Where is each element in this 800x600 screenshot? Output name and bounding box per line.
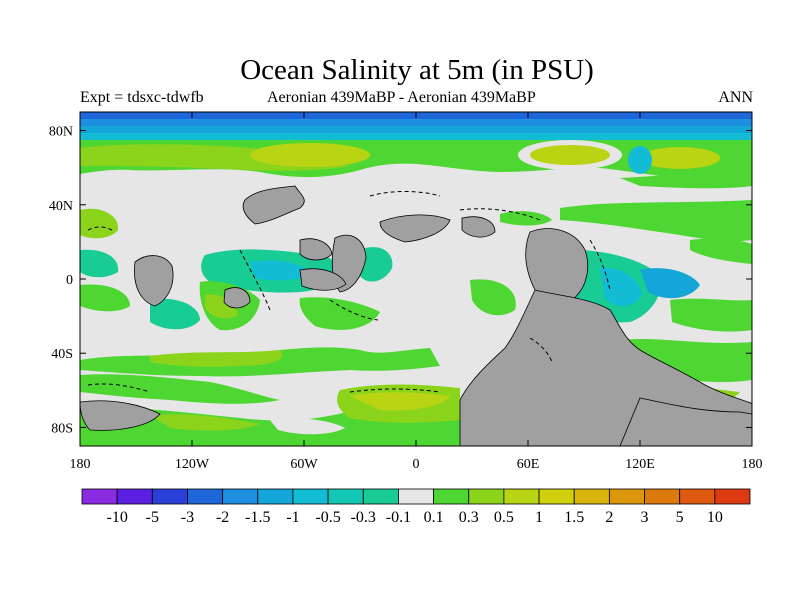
north-saltiest-patch — [250, 143, 370, 167]
colorbar-swatch — [679, 488, 716, 505]
colorbar-swatch — [644, 488, 681, 505]
ne-salty-band — [560, 200, 752, 242]
south-polar-saltiest — [350, 392, 450, 411]
colorbar-label: -10 — [106, 509, 127, 526]
y-tick-label: 80N — [49, 125, 73, 140]
landmass-north-2 — [379, 214, 451, 243]
south-polar-saltier — [150, 414, 260, 431]
colorbar-label: 5 — [676, 509, 684, 526]
landmass-south-east — [619, 397, 752, 446]
colorbar-label: -1.5 — [245, 509, 270, 526]
colorbar-swatch — [433, 488, 470, 505]
landmass-north-1 — [242, 185, 305, 225]
shelf-outlines — [87, 191, 611, 393]
colorbar — [81, 488, 751, 505]
plot-title: Ocean Salinity at 5m (in PSU) — [240, 54, 594, 86]
tropical-salty-center — [299, 297, 380, 330]
landmass-north-3 — [461, 216, 496, 238]
x-tick-label: 60E — [517, 457, 540, 472]
mid-north-salty-blob — [500, 211, 552, 226]
landmass-west-1 — [134, 255, 174, 307]
colorbar-swatch — [362, 488, 399, 505]
south-saltier-band — [150, 350, 283, 367]
colorbar-swatch — [327, 488, 364, 505]
landmass-tropic-3 — [299, 268, 347, 291]
x-tick-label: 180 — [70, 457, 91, 472]
colorbar-label: 0.3 — [459, 509, 479, 526]
x-axis: 180 120W 60W 0 60E 120E 180 — [70, 112, 763, 472]
colorbar-swatch — [608, 488, 645, 505]
x-tick-label: 180 — [742, 457, 763, 472]
tropical-fresh-sw — [150, 298, 200, 330]
colorbar-label: 3 — [641, 509, 649, 526]
landmass-tropic-1 — [299, 238, 333, 261]
landmass-west-2 — [223, 287, 251, 309]
x-tick-label: 0 — [413, 457, 420, 472]
colorbar-swatch — [468, 488, 505, 505]
colorbar-label: -5 — [146, 509, 159, 526]
salinity-field — [80, 112, 752, 446]
colorbar-label: -1 — [286, 509, 299, 526]
colorbar-swatch — [222, 488, 259, 505]
colorbar-swatch — [187, 488, 224, 505]
tropical-saltier-sw — [205, 294, 238, 319]
tropical-salty-west — [80, 284, 130, 312]
colorbar-swatch — [151, 488, 188, 505]
north-east-saltier-patch — [640, 147, 720, 169]
colorbar-label: -0.3 — [351, 509, 376, 526]
experiment-label: Expt = tdsxc-tdwfb — [80, 89, 204, 106]
tropical-fresh-east-deep — [640, 268, 700, 299]
nw-salty-patch — [80, 208, 119, 239]
tropical-fresh-far-west — [80, 249, 119, 278]
colorbar-swatch — [573, 488, 610, 505]
y-tick-label: 80S — [51, 421, 73, 436]
tropical-salty-far-east — [670, 298, 752, 332]
south-salty-band-2 — [80, 374, 280, 404]
colorbar-label: -2 — [216, 509, 229, 526]
colorbar-swatch — [503, 488, 540, 505]
colorbar-label: 0.5 — [494, 509, 514, 526]
tropical-fresh-core — [250, 260, 310, 281]
colorbar-label: 1 — [535, 509, 543, 526]
x-tick-label: 120W — [175, 457, 210, 472]
north-east-salty-tail — [620, 170, 752, 189]
season-label: ANN — [718, 89, 753, 106]
ne-salty-tongue — [690, 238, 752, 264]
south-polar-neutral-patch — [270, 418, 345, 435]
arctic-fresh-band-3 — [80, 126, 752, 134]
arctic-fresh-band-2 — [80, 119, 752, 127]
north-east-fresh-pocket — [628, 146, 652, 174]
y-tick-label: 40N — [49, 199, 73, 214]
colorbar-swatch — [292, 488, 329, 505]
arctic-fresh-band-4 — [80, 133, 752, 142]
y-tick-label: 0 — [66, 273, 73, 288]
colorbar-swatch — [538, 488, 575, 505]
y-axis: 80N 40N 0 40S 80S — [49, 125, 752, 436]
colorbar-label: -0.5 — [315, 509, 340, 526]
tropical-fresh-east-core — [600, 267, 642, 306]
colorbar-label: 10 — [707, 509, 723, 526]
colorbar-label: 0.1 — [424, 509, 444, 526]
colorbar-swatch — [714, 488, 751, 505]
y-tick-label: 40S — [51, 347, 73, 362]
colorbar-swatch — [398, 488, 434, 505]
colorbar-swatch — [81, 488, 118, 505]
land-masses — [80, 185, 752, 446]
landmass-south-west — [80, 400, 161, 431]
colorbar-swatch — [257, 488, 294, 505]
x-tick-label: 120E — [625, 457, 655, 472]
period-label: Aeronian 439MaBP - Aeronian 439MaBP — [267, 89, 536, 106]
x-tick-label: 60W — [290, 457, 318, 472]
north-saltiest-loop-core — [530, 145, 610, 165]
colorbar-label: -0.1 — [386, 509, 411, 526]
colorbar-label: -3 — [181, 509, 194, 526]
tropical-fresh-central — [360, 247, 393, 282]
tropical-salty-east — [470, 279, 516, 316]
colorbar-label: 2 — [605, 509, 613, 526]
colorbar-swatch — [116, 488, 153, 505]
colorbar-labels: -10 -5 -3 -2 -1.5 -1 -0.5 -0.3 -0.1 0.1 0.3 0.5 1 1.5… — [106, 509, 722, 526]
colorbar-label: 1.5 — [564, 509, 584, 526]
